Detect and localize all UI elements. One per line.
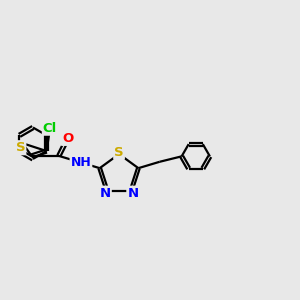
Text: N: N [127, 187, 139, 200]
Text: NH: NH [70, 156, 91, 169]
Text: S: S [16, 141, 25, 154]
Text: O: O [62, 132, 73, 145]
Text: N: N [100, 187, 111, 200]
Text: Cl: Cl [43, 122, 57, 135]
Text: S: S [114, 146, 124, 159]
